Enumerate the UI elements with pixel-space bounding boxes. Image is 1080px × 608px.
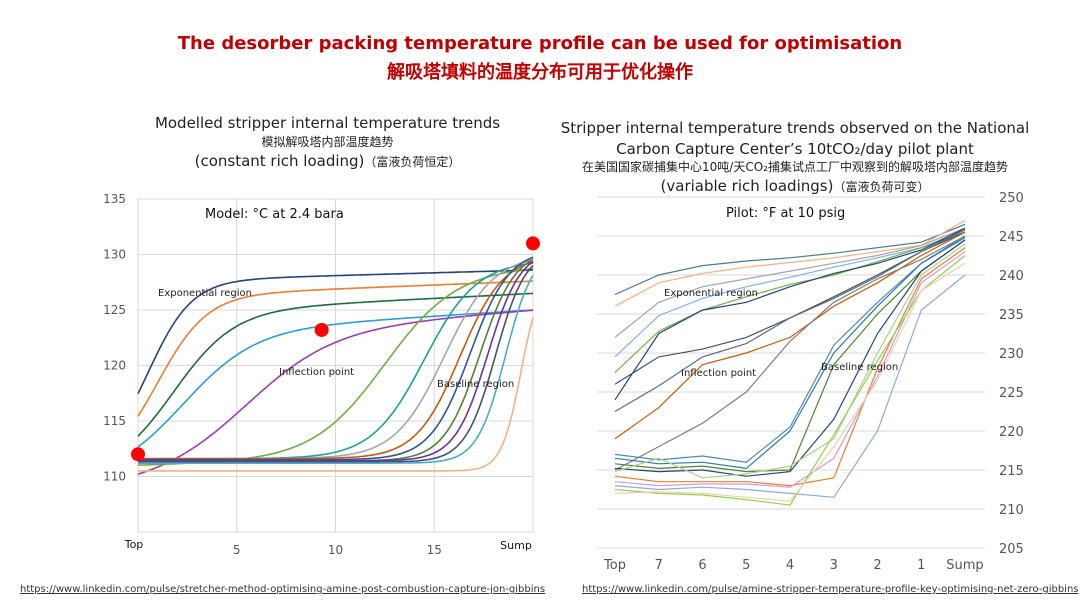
right-series-line-r12 — [614, 237, 966, 470]
right-x-tick-label: 2 — [873, 558, 881, 573]
left-series-line-s15 — [138, 317, 534, 472]
left-series-line-s2 — [137, 280, 534, 417]
right-y-tick-label: 235 — [999, 308, 1024, 323]
page-title-en: The desorber packing temperature profile… — [177, 33, 903, 54]
right-chart-rich-loading: (variable rich loadings) — [660, 177, 834, 195]
right-series-line-r14 — [614, 239, 966, 477]
left-model-label: Model: °C at 2.4 bara — [205, 207, 344, 222]
left-series-line-s5 — [137, 309, 534, 475]
right-y-tick-label: 225 — [999, 386, 1024, 401]
right-x-tick-label: 3 — [830, 558, 838, 573]
left-marker-point-0 — [131, 447, 145, 462]
page-title-zh: 解吸塔填料的温度分布可用于优化操作 — [387, 62, 693, 83]
left-series-line-s1 — [137, 269, 534, 395]
right-y-tick-label: 210 — [999, 503, 1024, 518]
left-plot-frame — [137, 198, 534, 533]
right-series-line-r2 — [614, 219, 966, 307]
left-x-tick-label: 10 — [328, 543, 343, 557]
right-series-line-r4 — [614, 229, 966, 358]
right-x-tick-label: 6 — [698, 558, 706, 573]
right-y-tick-label: 250 — [999, 191, 1024, 206]
right-series-group — [614, 219, 966, 506]
left-series-line-s3 — [137, 292, 534, 437]
right-series-line-r16 — [614, 247, 966, 487]
right-series-line-r11 — [614, 235, 966, 463]
right-series-line-r20 — [614, 262, 966, 502]
right-x-tick-label: 1 — [917, 558, 925, 573]
left-x-label-sump: Sump — [500, 539, 532, 552]
right-series-line-r10 — [614, 235, 966, 471]
right-annotation-inflection: Inflection point — [681, 368, 756, 379]
right-x-tick-label: Sump — [946, 558, 983, 573]
right-y-tick-label: 245 — [999, 230, 1024, 245]
right-y-tick-label: 215 — [999, 464, 1024, 479]
left-y-tick-label: 110 — [103, 470, 126, 484]
right-y-tick-label: 240 — [999, 269, 1024, 284]
right-series-line-r15 — [614, 243, 966, 479]
left-annotation-exponential: Exponential region — [158, 288, 252, 299]
left-series-line-s9 — [138, 260, 534, 460]
left-y-tick-label: 135 — [103, 192, 126, 206]
left-series-line-s4 — [137, 309, 534, 448]
right-x-tick-label: 4 — [786, 558, 794, 573]
right-series-line-r19 — [614, 255, 966, 506]
right-annotation-baseline: Baseline region — [821, 362, 898, 373]
left-gridlines — [137, 198, 534, 533]
right-series-line-r9 — [614, 231, 966, 440]
right-source-link[interactable]: https://www.linkedin.com/pulse/amine-str… — [582, 584, 1079, 595]
left-y-tick-label: 120 — [103, 359, 126, 373]
right-y-tick-label: 220 — [999, 425, 1024, 440]
right-series-line-r1 — [614, 223, 966, 296]
left-annotation-inflection: Inflection point — [279, 367, 354, 378]
right-series-line-r3 — [614, 227, 966, 338]
right-x-tick-label: 7 — [655, 558, 663, 573]
right-y-tick-label: 205 — [999, 542, 1024, 557]
left-y-tick-label: 115 — [103, 414, 126, 428]
right-series-line-r5 — [614, 231, 966, 373]
left-annotation-baseline: Baseline region — [437, 379, 514, 390]
right-chart-subtitle-zh: 在美国国家碳捕集中心10吨/天CO₂捕集试点工厂中观察到的解吸塔内部温度趋势 — [582, 160, 1008, 174]
right-y-tick-label: 230 — [999, 347, 1024, 362]
right-pilot-label: Pilot: °F at 10 psig — [726, 206, 845, 221]
left-series-line-s13 — [138, 265, 534, 463]
left-series-line-s10 — [138, 256, 534, 461]
left-x-tick-label: 5 — [233, 543, 241, 557]
left-chart-subtitle-zh: 模拟解吸塔内部温度趋势 — [261, 135, 394, 149]
right-chart-rich-loading-zh: （富液负荷可变） — [833, 180, 930, 194]
right-series-line-r13 — [614, 239, 966, 473]
left-chart-subtitle2: (constant rich loading)（富液负荷恒定） — [100, 151, 555, 171]
left-chart-rich-loading-zh: （富液负荷恒定） — [364, 155, 461, 169]
left-y-tick-label: 125 — [103, 303, 126, 317]
right-annotation-exponential: Exponential region — [664, 288, 758, 299]
right-x-tick-label: Top — [603, 558, 626, 573]
left-x-label-top: Top — [124, 538, 144, 551]
right-series-line-r8 — [614, 229, 966, 413]
left-series-line-s14 — [138, 274, 534, 464]
right-series-line-r18 — [614, 274, 966, 498]
left-y-tick-label: 130 — [103, 248, 126, 262]
left-source-link[interactable]: https://www.linkedin.com/pulse/stretcher… — [20, 584, 546, 595]
right-x-tick-label: 5 — [742, 558, 750, 573]
right-chart-subtitle2: (variable rich loadings)（富液负荷可变） — [535, 176, 1055, 196]
right-series-line-r6 — [614, 227, 966, 401]
left-series-line-s12 — [138, 260, 534, 462]
left-marker-point-2 — [526, 236, 540, 251]
left-chart-rich-loading: (constant rich loading) — [194, 152, 365, 170]
left-series-group — [137, 256, 534, 475]
right-chart-title-line1: Stripper internal temperature trends obs… — [560, 119, 1030, 137]
left-marker-point-1 — [314, 322, 329, 337]
right-chart-title-line2: Carbon Capture Center’s 10tCO₂/day pilot… — [616, 140, 974, 158]
left-chart-title: Modelled stripper internal temperature t… — [154, 114, 501, 132]
left-x-tick-label: 15 — [427, 543, 442, 557]
